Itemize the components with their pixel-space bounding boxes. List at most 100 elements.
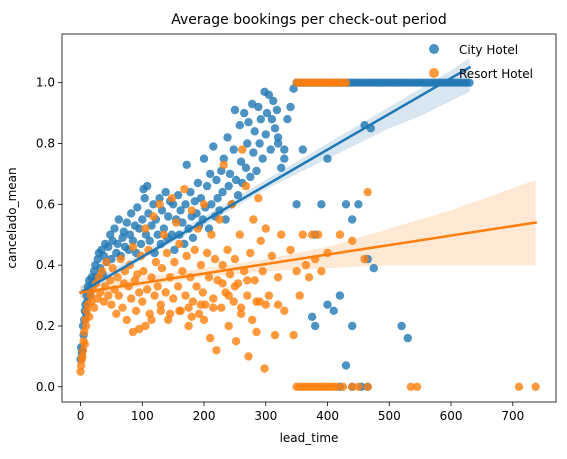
chart-legend: City Hotel Resort Hotel bbox=[429, 43, 533, 81]
data-point bbox=[348, 236, 357, 245]
data-point bbox=[348, 321, 357, 331]
x-tick-label: 700 bbox=[501, 409, 524, 423]
data-point bbox=[272, 105, 282, 115]
data-point bbox=[363, 187, 372, 197]
y-tick-label: 0.0 bbox=[36, 380, 55, 394]
legend-marker-resort-hotel bbox=[429, 68, 439, 78]
y-tick-label: 0.4 bbox=[36, 258, 55, 272]
data-point bbox=[225, 270, 235, 279]
data-point bbox=[116, 254, 125, 264]
data-point bbox=[348, 215, 357, 224]
data-point bbox=[159, 224, 169, 233]
data-point bbox=[164, 212, 173, 221]
data-point bbox=[332, 382, 341, 391]
data-point bbox=[150, 291, 159, 300]
data-point bbox=[97, 267, 107, 276]
data-point bbox=[264, 90, 274, 100]
legend-marker-city-hotel bbox=[429, 44, 439, 54]
data-point bbox=[235, 121, 244, 130]
data-point bbox=[196, 300, 206, 309]
data-point bbox=[236, 309, 246, 318]
data-point bbox=[249, 215, 258, 224]
data-point bbox=[85, 312, 94, 321]
data-point bbox=[260, 364, 269, 373]
data-point bbox=[202, 248, 212, 258]
data-point bbox=[317, 267, 326, 276]
data-point bbox=[167, 230, 177, 239]
data-point bbox=[165, 309, 175, 318]
x-axis: 0 100 200 300 400 500 600 700 bbox=[77, 402, 524, 423]
data-point bbox=[215, 215, 224, 224]
data-point bbox=[190, 245, 199, 255]
data-point bbox=[273, 273, 283, 282]
x-axis-label: lead_time bbox=[280, 431, 339, 445]
data-point bbox=[531, 382, 540, 391]
data-point bbox=[286, 245, 295, 255]
data-point bbox=[76, 367, 85, 376]
data-point bbox=[175, 306, 184, 315]
data-point bbox=[153, 230, 162, 239]
data-point bbox=[269, 96, 278, 106]
data-point bbox=[147, 315, 156, 325]
data-point bbox=[207, 200, 216, 209]
data-point bbox=[155, 194, 164, 203]
data-point bbox=[135, 288, 144, 297]
data-point bbox=[196, 260, 206, 270]
data-point bbox=[106, 276, 115, 285]
data-point bbox=[204, 273, 214, 282]
data-point bbox=[256, 115, 265, 124]
data-point bbox=[138, 297, 147, 306]
data-point bbox=[99, 297, 109, 306]
data-point bbox=[181, 291, 190, 300]
data-point bbox=[261, 300, 270, 309]
data-point bbox=[187, 312, 196, 321]
data-point bbox=[292, 267, 301, 276]
data-point bbox=[249, 148, 258, 157]
x-tick-label: 300 bbox=[254, 409, 277, 423]
x-tick-label: 500 bbox=[378, 409, 401, 423]
data-point bbox=[270, 330, 280, 340]
data-point bbox=[317, 200, 326, 209]
data-point bbox=[273, 300, 283, 309]
data-point bbox=[252, 327, 261, 337]
data-point bbox=[286, 102, 295, 112]
y-tick-label: 0.6 bbox=[36, 197, 55, 211]
data-point bbox=[161, 288, 170, 297]
data-point bbox=[155, 200, 164, 209]
data-point bbox=[240, 267, 249, 276]
data-point bbox=[301, 260, 311, 270]
regression-line-resort-hotel bbox=[79, 221, 538, 294]
data-point bbox=[107, 300, 116, 309]
data-point bbox=[230, 282, 240, 291]
x-tick-label: 0 bbox=[77, 409, 85, 423]
data-point bbox=[283, 115, 292, 124]
data-point bbox=[135, 224, 144, 233]
data-point bbox=[175, 239, 184, 249]
data-point bbox=[187, 206, 196, 215]
data-point bbox=[202, 181, 212, 191]
y-tick-label: 1.0 bbox=[36, 76, 55, 90]
y-tick-label: 0.8 bbox=[36, 136, 55, 150]
data-point bbox=[307, 312, 317, 321]
data-point bbox=[261, 224, 270, 233]
data-point bbox=[209, 303, 218, 312]
data-point bbox=[267, 251, 277, 261]
data-point bbox=[113, 239, 122, 249]
data-point bbox=[128, 327, 138, 337]
data-point bbox=[307, 230, 317, 239]
data-point bbox=[292, 200, 301, 209]
data-point bbox=[243, 291, 252, 300]
data-point bbox=[198, 288, 207, 297]
data-point bbox=[298, 230, 307, 239]
data-point bbox=[181, 200, 190, 209]
data-point bbox=[335, 291, 345, 300]
data-point bbox=[354, 382, 363, 391]
data-point bbox=[159, 230, 169, 239]
data-point bbox=[221, 215, 230, 224]
data-point bbox=[209, 294, 218, 303]
data-point bbox=[217, 303, 226, 312]
data-point bbox=[188, 233, 198, 242]
data-point bbox=[264, 291, 274, 300]
data-point bbox=[206, 333, 215, 343]
